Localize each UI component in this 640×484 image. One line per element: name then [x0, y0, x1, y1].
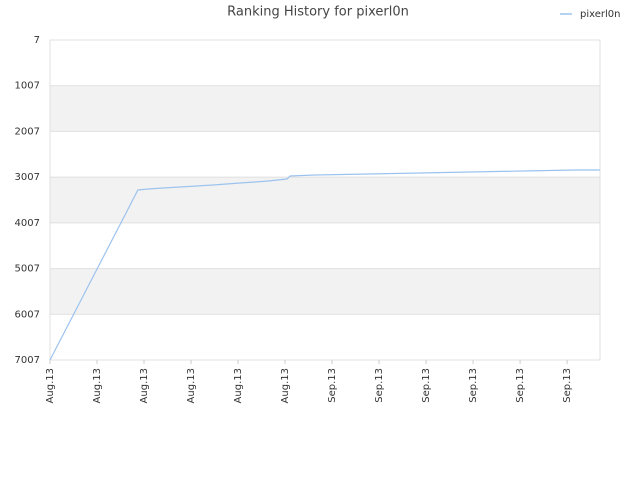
y-tick-label: 7 [34, 35, 40, 46]
y-tick-label: 7007 [15, 355, 40, 366]
x-tick-label: Aug.13 [92, 368, 103, 403]
x-tick-label: Sep.13 [374, 368, 385, 403]
x-tick-label: Sep.13 [515, 368, 526, 403]
grid-band [50, 177, 600, 223]
legend-label: pixerl0n [580, 9, 620, 20]
y-tick-label: 3007 [15, 172, 40, 183]
y-tick-label: 2007 [15, 126, 40, 137]
grid-band [50, 268, 600, 315]
x-tick-label: Sep.13 [421, 368, 432, 403]
x-tick-label: Sep.13 [562, 368, 573, 403]
x-tick-label: Sep.13 [468, 368, 479, 403]
y-tick-label: 4007 [15, 218, 40, 229]
y-tick-label: 1007 [15, 81, 40, 92]
plot-border [49, 39, 601, 361]
y-tick-label: 5007 [15, 264, 40, 275]
line [49, 169, 600, 361]
x-tick-label: Aug.13 [280, 368, 291, 403]
grid-band [50, 85, 600, 132]
x-tick-label: Aug.13 [45, 368, 56, 403]
chart-title: Ranking History for pixerl0n [227, 5, 409, 20]
x-tick-label: Aug.13 [139, 368, 150, 403]
x-tick-label: Sep.13 [327, 368, 338, 403]
x-tick-label: Aug.13 [186, 368, 197, 403]
y-tick-label: 6007 [15, 309, 40, 320]
x-tick-label: Aug.13 [233, 368, 244, 403]
